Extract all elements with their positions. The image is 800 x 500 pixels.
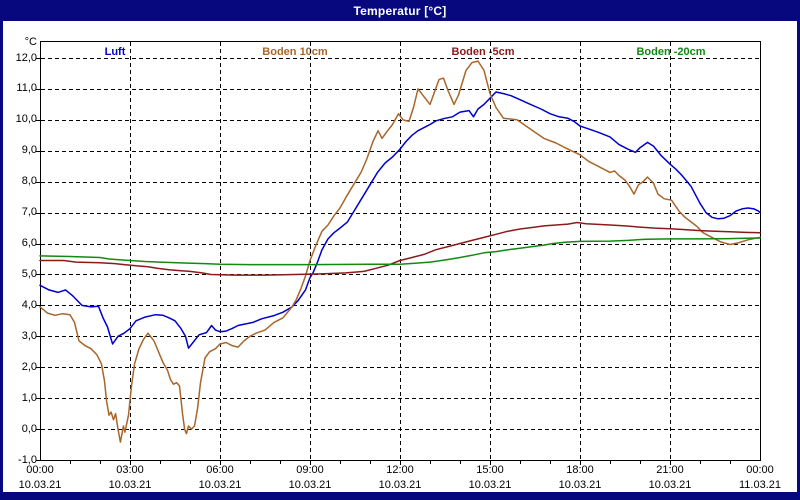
x-tick-date-label: 10.03.21 — [648, 479, 692, 491]
x-tick-date-label: 10.03.21 — [558, 479, 602, 491]
window-title: Temperatur [°C] — [353, 3, 447, 18]
x-tick-date-label: 10.03.21 — [108, 479, 152, 491]
x-tick-time-label: 03:00 — [116, 464, 144, 476]
x-tick-date-label: 11.03.21 — [738, 479, 781, 491]
y-tick-label: 3,0 — [21, 329, 37, 342]
plot-border — [40, 41, 761, 461]
x-tick-date-label: 10.03.21 — [288, 479, 332, 491]
x-tick-time-label: 09:00 — [296, 464, 324, 476]
x-tick-time-label: 12:00 — [386, 464, 414, 476]
y-tick-label: 4,0 — [21, 298, 37, 311]
x-tick-time-label: 00:00 — [26, 464, 54, 476]
title-bar: Temperatur [°C] — [0, 0, 800, 21]
series-line-luft — [39, 91, 761, 349]
x-tick-time-label: 15:00 — [476, 464, 504, 476]
y-tick-label: 10,0 — [15, 113, 37, 126]
x-tick-date-label: 10.03.21 — [198, 479, 242, 491]
series-line-boden-10cm — [39, 60, 761, 443]
series-line-boden-5cm — [39, 221, 761, 276]
y-tick-label: -1,0 — [18, 453, 37, 466]
x-tick-date-label: 10.03.21 — [18, 479, 62, 491]
legend-item-luft: Luft — [104, 46, 126, 58]
x-tick-time-label: 18:00 — [566, 464, 594, 476]
x-tick-date-label: 10.03.21 — [468, 479, 512, 491]
x-tick-time-label: 00:00 — [746, 464, 774, 476]
series-line-boden-20cm — [39, 237, 761, 266]
y-tick-label: 6,0 — [21, 237, 37, 250]
y-tick-label: 9,0 — [21, 144, 37, 157]
legend-item-boden-minus5cm: Boden -5cm — [451, 46, 515, 58]
legend-item-boden-10cm: Boden 10cm — [262, 46, 328, 58]
y-tick-label: 11,0 — [16, 82, 37, 95]
x-tick-date-label: 10.03.21 — [378, 479, 422, 491]
y-tick-label: 5,0 — [21, 267, 37, 280]
y-tick-label: 2,0 — [21, 360, 37, 373]
y-tick-label: 12,0 — [15, 51, 37, 64]
y-tick-label: 0,0 — [21, 422, 37, 435]
y-tick-label: 1,0 — [21, 391, 37, 404]
x-tick-time-label: 21:00 — [656, 464, 684, 476]
y-axis-unit-label: °C — [24, 36, 37, 48]
x-tick-time-label: 06:00 — [206, 464, 234, 476]
y-tick-label: 8,0 — [21, 175, 37, 188]
y-tick-label: 7,0 — [21, 206, 37, 219]
